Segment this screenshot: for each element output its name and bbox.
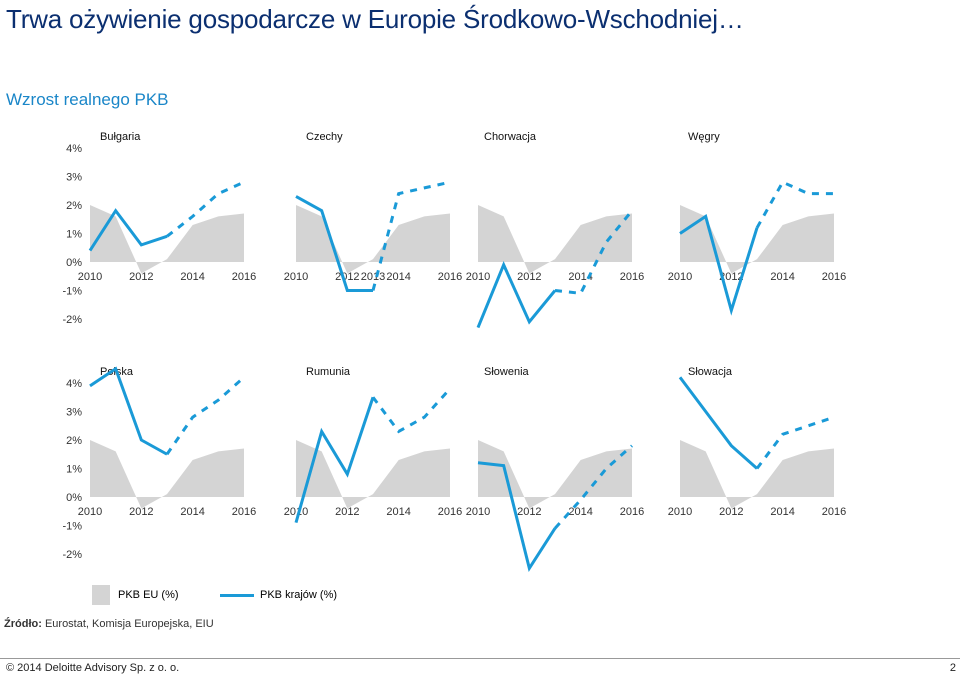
- country-gdp-line: [89, 366, 168, 456]
- legend-eu-swatch: [92, 585, 110, 605]
- eu-gdp-area: [90, 440, 244, 509]
- footer-copyright: © 2014 Deloitte Advisory Sp. z o. o.: [6, 662, 180, 674]
- country-gdp-line: [476, 261, 557, 329]
- x-tick-label: 2016: [232, 506, 256, 518]
- page-title: Trwa ożywienie gospodarcze w Europie Śro…: [6, 4, 744, 34]
- country-gdp-line: [477, 461, 557, 572]
- x-tick-label: 2014: [386, 506, 410, 518]
- legend-country-label: PKB krajów (%): [260, 589, 338, 601]
- x-tick-label: 2016: [232, 271, 256, 283]
- panel-title: Chorwacja: [484, 131, 537, 143]
- x-tick-label: 2016: [620, 506, 644, 518]
- source-text: Eurostat, Komisja Europejska, EIU: [41, 618, 214, 630]
- x-tick-label: 2012: [335, 506, 359, 518]
- legend-eu-label: PKB EU (%): [118, 589, 179, 601]
- country-gdp-forecast-line: [166, 180, 245, 238]
- y-tick-label: 3%: [66, 407, 82, 419]
- country-gdp-forecast-line: [553, 444, 633, 530]
- x-tick-label: 2012: [719, 506, 743, 518]
- y-tick-label: 4%: [66, 378, 82, 390]
- eu-gdp-area: [478, 440, 632, 509]
- country-gdp-line: [678, 376, 758, 470]
- y-tick-label: 0%: [66, 257, 82, 269]
- x-tick-label: 2012: [129, 271, 153, 283]
- x-tick-label: 2012: [517, 506, 541, 518]
- country-gdp-line: [88, 208, 168, 252]
- x-tick-label: 2012: [719, 271, 743, 283]
- eu-gdp-area: [680, 205, 834, 274]
- country-gdp-line: [679, 213, 759, 316]
- eu-gdp-area: [296, 440, 450, 509]
- x-tick-label: 2010: [78, 506, 102, 518]
- country-gdp-forecast-line: [165, 376, 245, 456]
- panel-title: Czechy: [306, 131, 343, 143]
- y-tick-label: -2%: [62, 549, 82, 561]
- country-gdp-forecast-line: [371, 387, 452, 434]
- chart-subtitle: Wzrost realnego PKB: [6, 90, 169, 109]
- x-tick-label: 2014: [568, 271, 592, 283]
- x-tick-label: 2012: [517, 271, 541, 283]
- panel-title: Rumunia: [306, 366, 351, 378]
- x-tick-label: 2016: [620, 271, 644, 283]
- x-tick-label: 2013: [361, 271, 385, 283]
- eu-gdp-area: [680, 440, 834, 509]
- x-tick-label: 2016: [438, 506, 462, 518]
- y-tick-label: -1%: [62, 286, 82, 298]
- footer-divider: [0, 658, 960, 659]
- x-tick-label: 2010: [466, 506, 490, 518]
- y-tick-label: 2%: [66, 435, 82, 447]
- gdp-small-multiples-chart: 4% 3% 2% 1% 0% -1% -2% 4% 3% 2% 1% 0% -1% -2% Bułgaria…: [62, 131, 846, 572]
- y-tick-label: 3%: [66, 172, 82, 184]
- source-label: Źródło:: [4, 618, 42, 630]
- page-number: 2: [949, 662, 956, 674]
- x-tick-label: 2016: [822, 506, 846, 518]
- x-tick-label: 2014: [770, 506, 794, 518]
- y-tick-label: 1%: [66, 464, 82, 476]
- panel-title: Słowenia: [484, 366, 530, 378]
- country-gdp-forecast-line: [554, 209, 634, 295]
- x-tick-label: 2016: [822, 271, 846, 283]
- eu-gdp-area: [90, 205, 244, 274]
- panel-title: Węgry: [688, 131, 720, 143]
- x-tick-label: 2010: [284, 506, 308, 518]
- x-tick-label: 2014: [180, 506, 204, 518]
- source-note: Źródło: Eurostat, Komisja Europejska, EI…: [4, 618, 214, 630]
- panel-title: Bułgaria: [100, 131, 141, 143]
- country-gdp-forecast-line: [371, 180, 451, 291]
- y-tick-label: 1%: [66, 229, 82, 241]
- x-tick-label: 2010: [284, 271, 308, 283]
- country-gdp-line: [294, 396, 375, 524]
- y-tick-label: 4%: [66, 143, 82, 155]
- y-tick-label: -1%: [62, 521, 82, 533]
- country-gdp-line: [295, 195, 373, 292]
- y-tick-label: -2%: [62, 314, 82, 326]
- x-tick-label: 2010: [466, 271, 490, 283]
- x-tick-label: 2014: [770, 271, 794, 283]
- x-tick-label: 2016: [438, 271, 462, 283]
- eu-gdp-area: [296, 205, 450, 274]
- x-tick-label: 2012: [129, 506, 153, 518]
- panel-title: Słowacja: [688, 366, 733, 378]
- y-tick-label: 0%: [66, 492, 82, 504]
- legend-country-swatch: [220, 594, 254, 597]
- x-tick-label: 2010: [668, 506, 692, 518]
- x-tick-label: 2010: [668, 271, 692, 283]
- x-tick-label: 2014: [568, 506, 592, 518]
- eu-gdp-area: [478, 205, 632, 274]
- y-tick-label: 2%: [66, 200, 82, 212]
- x-tick-label: 2014: [180, 271, 204, 283]
- x-tick-label: 2010: [78, 271, 102, 283]
- x-tick-label: 2014: [386, 271, 410, 283]
- country-gdp-forecast-line: [755, 415, 835, 470]
- x-tick-label: 2012: [335, 271, 359, 283]
